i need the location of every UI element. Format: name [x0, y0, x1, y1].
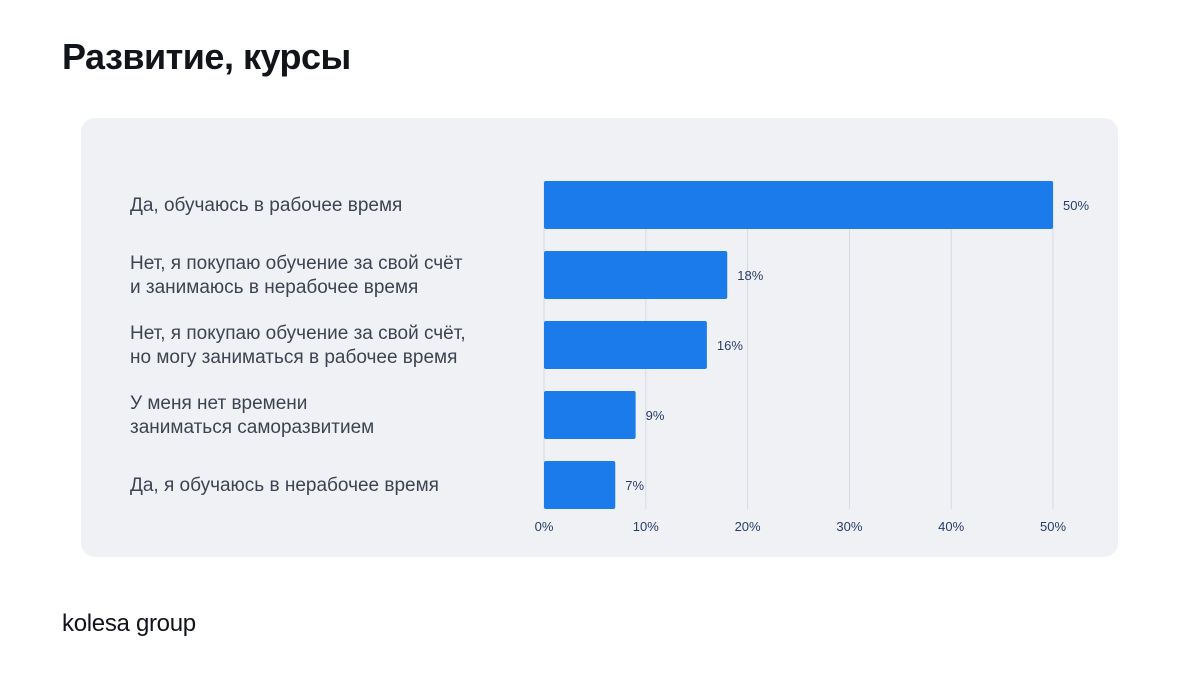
category-label: У меня нет времени заниматься саморазвити…	[130, 393, 374, 438]
category-label: Да, я обучаюсь в нерабочее время	[130, 475, 439, 496]
kolesa-group-logo: kolesa group	[62, 610, 196, 637]
bar-chart: 50% Да, обучаюсь в рабочее время 18% Нет, я…	[130, 181, 1089, 534]
x-tick-label: 30%	[836, 519, 862, 534]
grid-layer	[543, 181, 1054, 509]
x-tick-label: 10%	[633, 519, 659, 534]
x-tick-label: 50%	[1040, 519, 1066, 534]
bar	[544, 461, 616, 509]
category-label-line: заниматься саморазвитием	[130, 417, 374, 438]
category-label-line: Нет, я покупаю обучение за свой счёт	[130, 253, 463, 274]
chart-card: 50% Да, обучаюсь в рабочее время 18% Нет, я…	[81, 118, 1118, 557]
category-label-line: но могу заниматься в рабочее время	[130, 347, 457, 368]
bar	[544, 391, 636, 439]
category-label-line: Да, я обучаюсь в нерабочее время	[130, 475, 439, 496]
bar	[544, 181, 1053, 229]
label-layer: 50% Да, обучаюсь в рабочее время 18% Нет, я…	[130, 195, 1089, 496]
value-label: 18%	[737, 268, 763, 283]
value-label: 50%	[1063, 198, 1089, 213]
x-tick-label: 20%	[735, 519, 761, 534]
x-tick-label: 40%	[938, 519, 964, 534]
x-axis-ticks: 0% 10% 20% 30% 40% 50%	[535, 519, 1067, 534]
category-label: Да, обучаюсь в рабочее время	[130, 195, 402, 216]
bar-layer	[544, 181, 1053, 509]
category-label-line: Нет, я покупаю обучение за свой счёт,	[130, 323, 466, 344]
page-title: Развитие, курсы	[62, 36, 351, 77]
category-label-line: Да, обучаюсь в рабочее время	[130, 195, 402, 216]
value-label: 9%	[646, 408, 665, 423]
value-label: 16%	[717, 338, 743, 353]
category-label-line: У меня нет времени	[130, 393, 307, 414]
category-label-line: и занимаюсь в нерабочее время	[130, 277, 418, 298]
category-label: Нет, я покупаю обучение за свой счёт и за…	[130, 253, 463, 298]
value-label: 7%	[625, 478, 644, 493]
category-label: Нет, я покупаю обучение за свой счёт, но …	[130, 323, 466, 368]
bar	[544, 251, 728, 299]
bar	[544, 321, 707, 369]
x-tick-label: 0%	[535, 519, 554, 534]
